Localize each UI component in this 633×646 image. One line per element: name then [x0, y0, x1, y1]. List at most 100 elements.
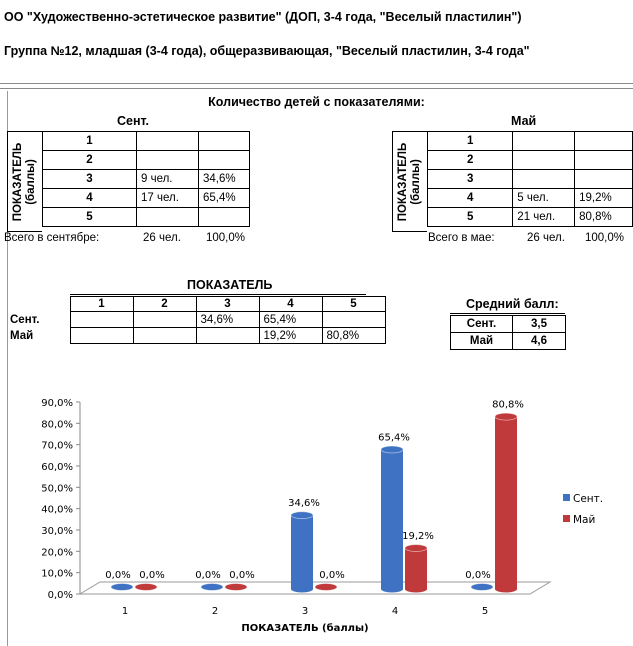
- score-cell: 3: [426, 169, 514, 189]
- row-label: Май: [10, 329, 34, 342]
- column-header: 3: [195, 296, 260, 312]
- indicator-title-underline: [70, 294, 366, 295]
- data-label: 34,6%: [288, 498, 320, 509]
- value-cell: 80,8%: [321, 327, 386, 344]
- value-cell: [132, 327, 197, 344]
- average-label: Сент.: [450, 315, 513, 333]
- average-value: 3,5: [512, 315, 566, 333]
- value-cell: 34,6%: [195, 311, 260, 328]
- score-cell: 4: [42, 188, 137, 208]
- count-cell: [136, 150, 199, 170]
- value-cell: 19,2%: [258, 327, 323, 344]
- column-header: 2: [132, 296, 197, 312]
- pct-cell: 19,2%: [574, 188, 633, 208]
- data-label: 0,0%: [139, 570, 164, 581]
- pct-cell: [198, 207, 250, 227]
- may-total-label: Всего в мае:: [428, 232, 495, 244]
- pct-cell: 80,8%: [574, 207, 633, 227]
- row-label: Сент.: [10, 313, 40, 326]
- count-cell: [136, 207, 199, 227]
- count-cell: 9 чел.: [136, 169, 199, 189]
- bar-top: [380, 445, 404, 454]
- data-label: 80,8%: [492, 400, 524, 411]
- table-row: Май 4,6: [450, 332, 566, 350]
- score-cell: 2: [42, 150, 137, 170]
- score-chart: 0,0%10,0%20,0%30,0%40,0%50,0%60,0%70,0%8…: [41, 398, 603, 634]
- pct-cell: [574, 131, 633, 151]
- sept-total-count: 26 чел.: [143, 232, 181, 244]
- bar-base: [495, 585, 517, 593]
- legend-swatch: [563, 515, 570, 522]
- counts-title: Количество детей с показателями:: [208, 95, 425, 109]
- count-cell: 17 чел.: [136, 188, 199, 208]
- indicator-title: ПОКАЗАТЕЛЬ: [187, 278, 273, 292]
- column-header: 5: [321, 296, 386, 312]
- average-label: Май: [450, 332, 513, 350]
- y-tick-label: 30,0%: [41, 526, 73, 537]
- bar-body: [405, 548, 427, 589]
- y-tick-label: 60,0%: [41, 462, 73, 473]
- legend-label: Май: [573, 514, 595, 526]
- x-tick-label: 3: [302, 606, 308, 617]
- bar-top: [404, 544, 428, 552]
- may-indicator-label: ПОКАЗАТЕЛЬ (баллы): [397, 142, 422, 221]
- count-cell: [136, 131, 199, 151]
- bar-body: [291, 515, 313, 589]
- bar-base: [291, 585, 313, 593]
- bar-body: [381, 449, 403, 589]
- sept-total-pct: 100,0%: [206, 232, 246, 244]
- y-tick-label: 10,0%: [41, 569, 73, 580]
- sept-title: Сент.: [117, 114, 150, 128]
- y-tick-label: 50,0%: [41, 483, 73, 494]
- blank-cell: [8, 297, 70, 312]
- value-cell: [69, 311, 134, 328]
- pct-cell: 65,4%: [198, 188, 250, 208]
- score-cell: 1: [426, 131, 514, 151]
- sept-indicator-label: ПОКАЗАТЕЛЬ (баллы): [12, 142, 37, 221]
- group-title: Группа №12, младшая (3-4 года), общеразв…: [4, 44, 530, 58]
- table-row: 2: [426, 150, 633, 170]
- bar-top: [224, 583, 248, 591]
- may-total-count: 26 чел.: [527, 232, 565, 244]
- column-header: 4: [258, 296, 323, 312]
- table-row: 1: [426, 131, 633, 151]
- x-axis-label: ПОКАЗАТЕЛЬ (баллы): [241, 622, 368, 634]
- sept-indicator-label-box: ПОКАЗАТЕЛЬ (баллы): [7, 131, 42, 232]
- pct-cell: [198, 131, 250, 151]
- table-row: 5: [42, 207, 250, 227]
- bar-body: [495, 416, 517, 589]
- bar-top: [110, 583, 134, 591]
- data-label: 19,2%: [402, 531, 434, 542]
- average-value: 4,6: [512, 332, 566, 350]
- score-cell: 3: [42, 169, 137, 189]
- bar-top: [494, 412, 518, 421]
- may-total-pct: 100,0%: [585, 232, 625, 244]
- bar-top: [470, 583, 494, 591]
- table-row: 3: [426, 169, 633, 189]
- may-title: Май: [511, 114, 537, 128]
- indicator-table: 1 2 3 4 5 Сент. 34,6% 65,4% Май 19,2% 80,8%: [8, 296, 386, 344]
- y-tick-label: 90,0%: [41, 398, 73, 409]
- legend-swatch: [563, 494, 570, 501]
- table-row: 1: [42, 131, 250, 151]
- table-row: Сент. 34,6% 65,4%: [8, 311, 386, 328]
- table-row: Сент. 3,5: [450, 315, 566, 333]
- may-indicator-label-box: ПОКАЗАТЕЛЬ (баллы): [392, 131, 427, 232]
- score-cell: 5: [426, 207, 514, 227]
- x-tick-label: 5: [482, 606, 488, 617]
- count-cell: 5 чел.: [512, 188, 576, 208]
- pct-cell: [574, 169, 633, 189]
- divider: [0, 88, 633, 89]
- score-cell: 5: [42, 207, 137, 227]
- table-row: 5 21 чел. 80,8%: [426, 207, 633, 227]
- data-label: 0,0%: [229, 570, 254, 581]
- table-row: 4 17 чел. 65,4%: [42, 188, 250, 208]
- value-cell: [195, 327, 260, 344]
- value-cell: 65,4%: [258, 311, 323, 328]
- data-label: 0,0%: [195, 570, 220, 581]
- score-cell: 4: [426, 188, 514, 208]
